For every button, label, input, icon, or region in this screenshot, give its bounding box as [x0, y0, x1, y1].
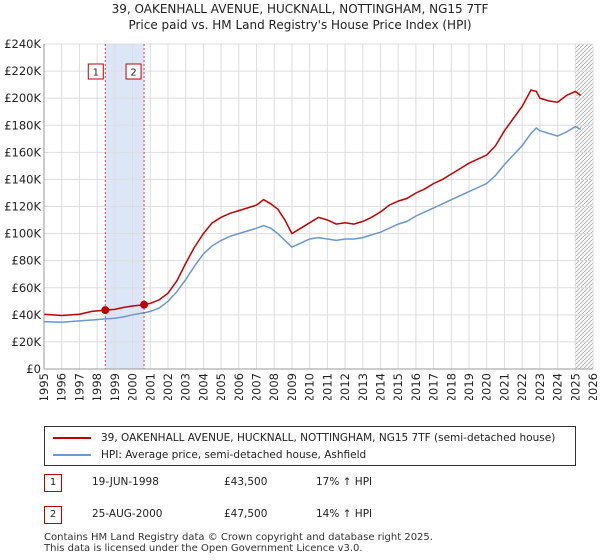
chart-subtitle: Price paid vs. HM Land Registry's House …	[128, 18, 472, 32]
transaction-date: 19-JUN-1998	[92, 476, 159, 488]
transaction-badge: 2	[44, 506, 62, 524]
x-tick-label: 2020	[480, 373, 494, 400]
x-tick-label: 2005	[214, 373, 228, 400]
x-tick-label: 2017	[427, 373, 441, 400]
x-tick-label: 1999	[108, 373, 122, 400]
y-tick-label: £140K	[4, 172, 41, 186]
y-tick-label: £20K	[12, 335, 42, 349]
legend-swatch-property	[53, 437, 91, 439]
x-tick-label: 2023	[533, 373, 547, 400]
y-tick-label: £0	[26, 362, 41, 376]
x-tick-label: 2022	[515, 373, 529, 400]
transaction-hpi-delta: 17% ↑ HPI	[316, 476, 373, 488]
price-chart: 1 2 £0 £20K £40K £60K £80K £100K £120K £140K £160…	[4, 37, 600, 400]
sale-point	[101, 306, 110, 315]
x-tick-label: 1996	[55, 373, 69, 400]
x-tick-label: 2025	[568, 373, 582, 400]
property-series-line	[43, 89, 582, 317]
x-tick-label: 2026	[586, 373, 600, 400]
footer-copyright: Contains HM Land Registry data © Crown c…	[44, 532, 433, 543]
x-tick-label: 2015	[391, 373, 405, 400]
y-tick-label: £120K	[4, 200, 41, 214]
x-tick-label: 2009	[285, 373, 299, 400]
sale-marker-label: 2	[130, 68, 136, 79]
y-tick-label: £180K	[4, 118, 41, 132]
legend-item-property: 39, OAKENHALL AVENUE, HUCKNALL, NOTTINGH…	[53, 430, 555, 446]
footer-licence: This data is licensed under the Open Gov…	[44, 543, 363, 554]
y-tick-label: £100K	[4, 227, 41, 241]
transaction-price: £47,500	[224, 508, 268, 520]
legend-item-hpi: HPI: Average price, semi-detached house,…	[53, 447, 366, 463]
x-tick-label: 2011	[320, 373, 334, 400]
transaction-hpi-delta: 14% ↑ HPI	[316, 508, 373, 520]
hpi-series-line	[43, 125, 581, 324]
x-tick-label: 2000	[126, 373, 140, 400]
transaction-price: £43,500	[224, 476, 268, 488]
x-tick-label: 2016	[409, 373, 423, 400]
y-tick-label: £60K	[12, 281, 42, 295]
x-tick-label: 2010	[303, 373, 317, 400]
x-tick-label: 2019	[462, 373, 476, 400]
x-tick-label: 2018	[444, 373, 458, 400]
y-tick-label: £220K	[4, 64, 41, 78]
legend-label-hpi: HPI: Average price, semi-detached house,…	[101, 449, 367, 461]
x-tick-label: 2012	[338, 373, 352, 400]
chart-title-address: 39, OAKENHALL AVENUE, HUCKNALL, NOTTINGH…	[111, 2, 489, 16]
sale-marker-box	[125, 63, 142, 80]
x-tick-label: 2003	[179, 373, 193, 400]
transaction-date: 25-AUG-2000	[92, 508, 163, 520]
x-tick-label: 2001	[143, 373, 157, 400]
x-tick-label: 1997	[72, 373, 86, 400]
transaction-badge: 1	[44, 474, 62, 492]
x-tick-label: 1995	[37, 373, 51, 400]
y-tick-label: £80K	[12, 254, 42, 268]
x-tick-label: 2013	[356, 373, 370, 400]
sale-point	[140, 300, 149, 309]
x-tick-label: 2021	[497, 373, 511, 400]
x-tick-label: 2006	[232, 373, 246, 400]
x-tick-label: 2004	[196, 373, 210, 400]
x-tick-label: 2007	[250, 373, 264, 400]
x-tick-label: 2008	[267, 373, 281, 400]
legend-swatch-hpi	[53, 454, 91, 456]
sale-marker-label: 1	[93, 68, 99, 79]
y-tick-label: £240K	[4, 37, 41, 51]
sale-marker-box	[87, 63, 104, 80]
x-tick-label: 2014	[373, 373, 387, 400]
x-tick-label: 1998	[90, 373, 104, 400]
y-tick-label: £200K	[4, 91, 41, 105]
legend-label-property: 39, OAKENHALL AVENUE, HUCKNALL, NOTTINGH…	[101, 432, 556, 444]
y-tick-label: £160K	[4, 145, 41, 159]
y-tick-label: £40K	[12, 308, 42, 322]
chart-legend: 39, OAKENHALL AVENUE, HUCKNALL, NOTTINGH…	[44, 426, 576, 466]
x-tick-label: 2002	[161, 373, 175, 400]
x-tick-label: 2024	[551, 373, 565, 400]
